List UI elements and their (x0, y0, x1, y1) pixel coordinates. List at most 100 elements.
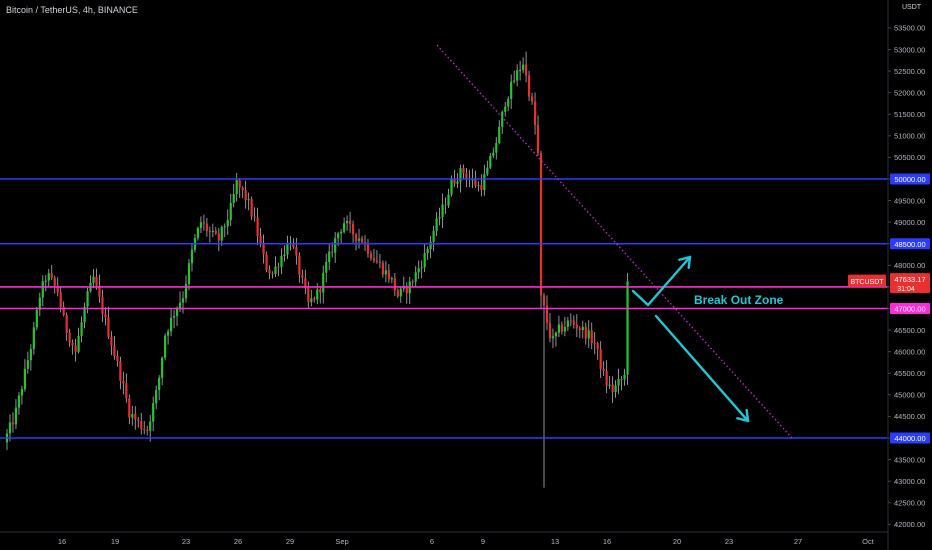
y-tick-label: 45500.00 (894, 369, 925, 378)
level-label-box (890, 432, 930, 444)
candle-body (265, 254, 268, 270)
x-tick-label: Sep (335, 537, 348, 546)
candle-body (429, 241, 432, 250)
candle-body (363, 242, 367, 244)
candle-body (83, 306, 86, 323)
y-tick-label: 42500.00 (894, 499, 925, 508)
candle-body (119, 361, 122, 381)
candle-body (32, 327, 35, 350)
candle-body (536, 125, 540, 154)
candle-body (277, 266, 280, 268)
price-label-box (890, 273, 930, 294)
candle-body (322, 272, 325, 293)
candle-body (199, 222, 203, 229)
down-arrow (654, 314, 750, 423)
down-arrow-head (745, 408, 750, 423)
candle-body (450, 179, 453, 195)
candle-body (232, 194, 235, 203)
candle-body (495, 143, 498, 153)
candle-body (334, 238, 337, 253)
candle-body (331, 251, 334, 253)
candle-body (92, 276, 95, 283)
candle-body (498, 126, 501, 144)
level-label: 44000.00 (894, 434, 925, 443)
candle-body (187, 263, 191, 284)
candle-body (217, 233, 220, 241)
currency-label[interactable]: USDT (902, 4, 922, 11)
candle-body (617, 378, 620, 386)
candle-body (417, 268, 420, 273)
candle-body (480, 185, 483, 191)
candle-body (101, 296, 104, 315)
candle-body (256, 217, 259, 237)
candle-body (167, 331, 170, 336)
candle-body (158, 377, 161, 391)
candle-body (172, 315, 176, 318)
candle-body (483, 174, 486, 191)
y-tick-label: 48000.00 (894, 261, 925, 270)
candle-body (47, 273, 50, 281)
candle-body (563, 326, 566, 332)
candle-body (525, 64, 528, 76)
candle-body (426, 249, 429, 254)
candle-body (128, 398, 131, 418)
candle-body (548, 322, 552, 339)
candle-body (71, 342, 74, 346)
candle-body (220, 226, 223, 241)
candle-body (593, 343, 596, 345)
candle-body (566, 320, 569, 327)
x-tick-label: 19 (111, 537, 119, 546)
candle-body (420, 267, 423, 269)
candle-body (310, 298, 313, 303)
x-tick-label: 13 (551, 537, 559, 546)
horizontal-levels-layer (0, 178, 888, 439)
candle-body (340, 231, 343, 234)
candle-body (196, 228, 200, 239)
level-label: 47000.00 (894, 305, 925, 314)
candle-body (214, 231, 217, 234)
candle-body (605, 371, 608, 386)
candle-body (152, 403, 155, 422)
x-tick-label: 23 (725, 537, 733, 546)
x-axis: 16 19 23 26 29 Sep 6 9 13 16 20 23 27 Oct (58, 537, 875, 546)
candle-body (626, 281, 629, 375)
candle-body (241, 187, 244, 191)
candle-body (453, 179, 456, 184)
candle-body (399, 288, 402, 297)
candle-body (459, 168, 462, 182)
candle-body (623, 374, 626, 380)
candle-body (510, 81, 513, 99)
y-tick-label: 49500.00 (894, 196, 925, 205)
candle-body (507, 98, 510, 107)
candle-body (369, 253, 373, 259)
candle-body (41, 281, 44, 298)
candle-body (77, 336, 80, 352)
y-tick-label: 42000.00 (894, 520, 925, 529)
candle-body (337, 233, 340, 239)
candle-body (539, 153, 543, 296)
candle-body (53, 277, 56, 286)
candle-body (560, 324, 563, 332)
candle-body (533, 101, 537, 126)
candle-body (366, 243, 370, 254)
up-arrow-head (687, 255, 692, 270)
candle-body (86, 291, 89, 307)
candle-body (122, 380, 125, 384)
candle-body (62, 306, 65, 316)
candle-body (599, 349, 602, 369)
candle-body (107, 317, 110, 337)
candle-body (360, 238, 364, 243)
price-label: 47633.17 (894, 275, 925, 284)
candle-body (351, 223, 355, 235)
candle-body (295, 247, 298, 256)
candle-body (271, 273, 274, 275)
candle-body (155, 390, 158, 404)
x-tick-label: 27 (794, 537, 802, 546)
x-tick-label: 16 (58, 537, 66, 546)
candle-body (462, 168, 465, 174)
candle-body (581, 326, 584, 331)
x-tick-label: 20 (673, 537, 681, 546)
candle-body (492, 152, 495, 156)
candle-body (590, 330, 593, 344)
